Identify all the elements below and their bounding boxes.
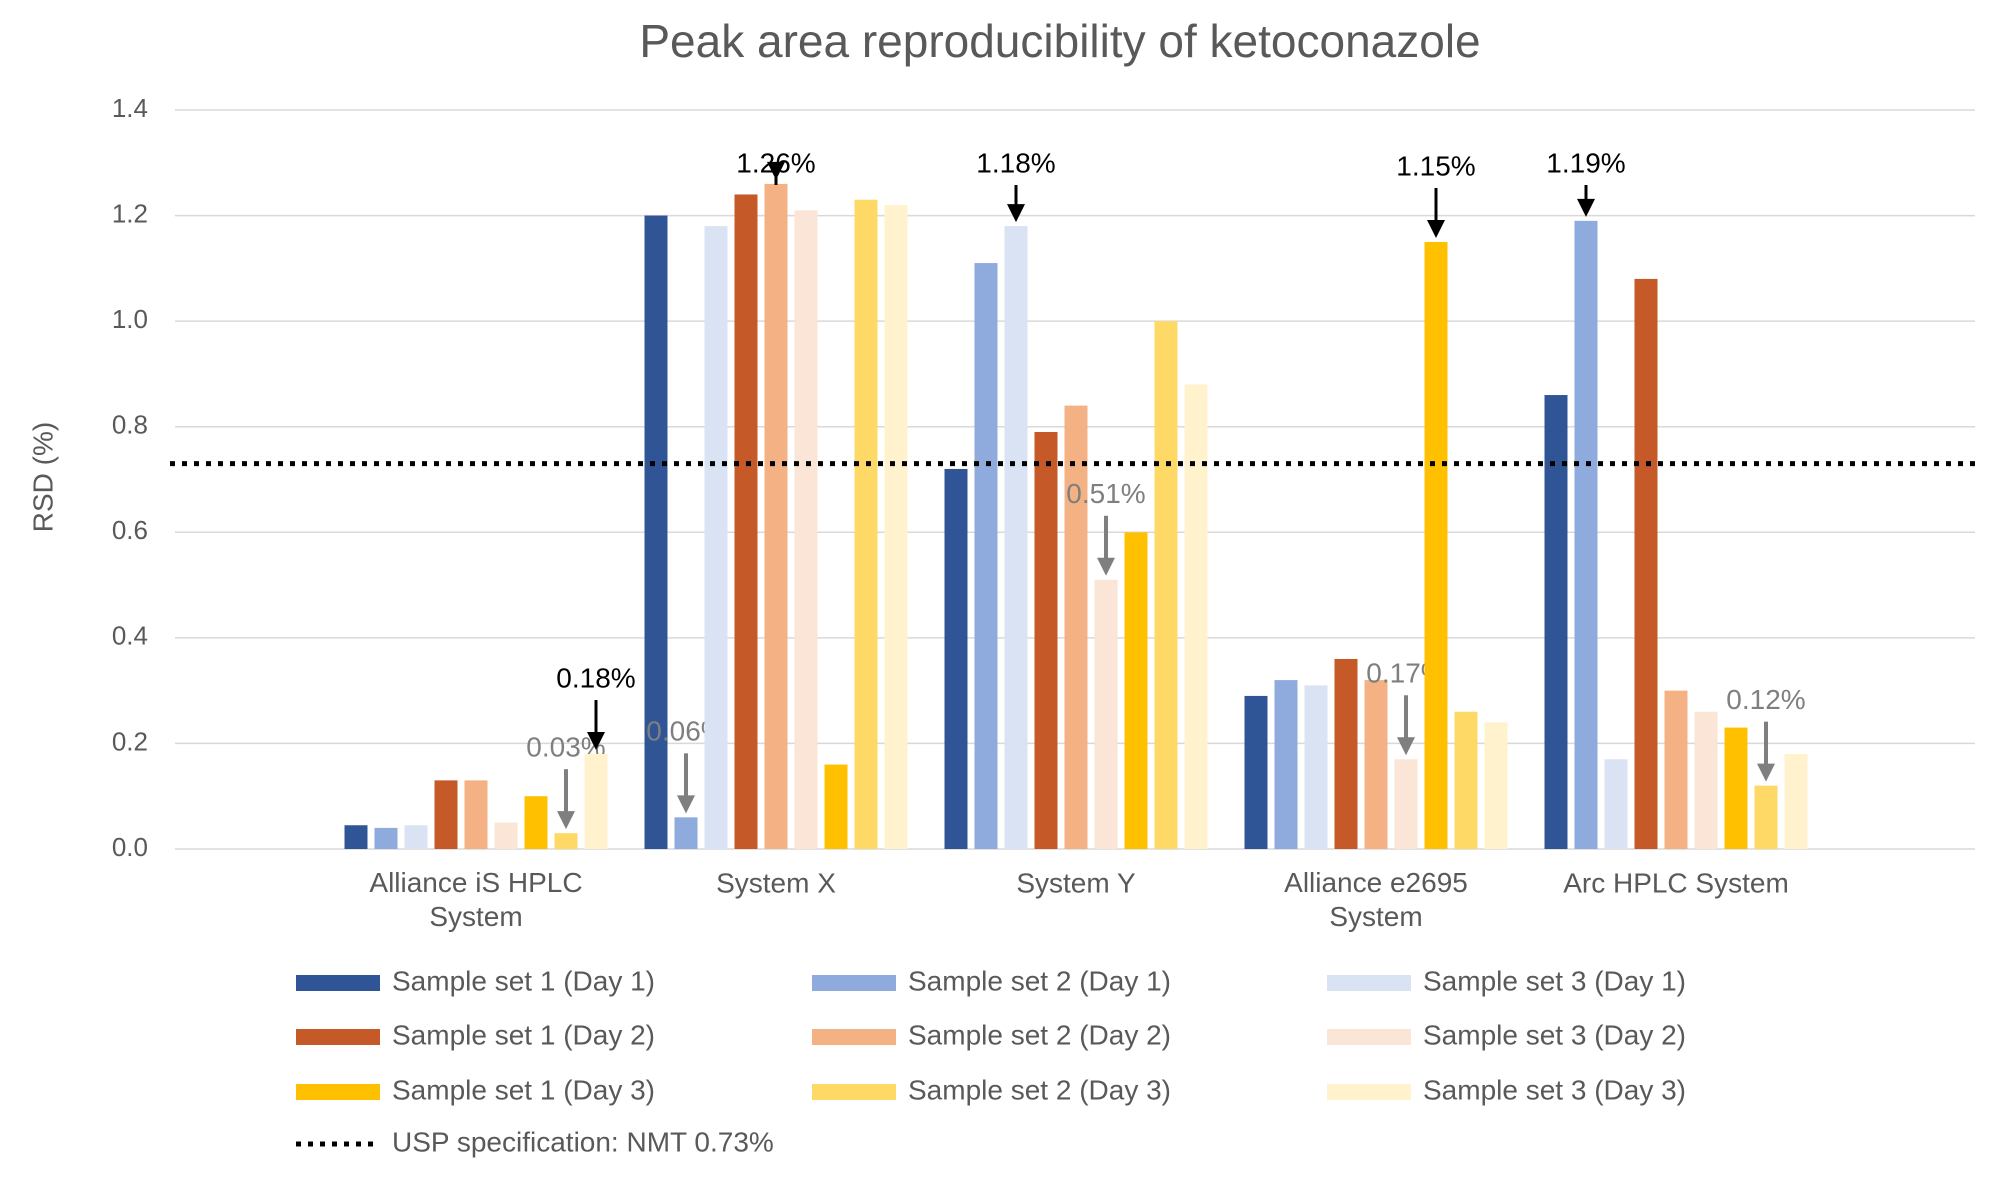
y-tick-label: 0.4 [112,621,148,651]
bar [1694,711,1718,849]
legend-swatch [812,1029,896,1045]
annotation-arrow-head [1577,198,1595,217]
bar [674,817,698,849]
data-label: 1.15% [1396,150,1475,181]
bar [404,825,428,849]
legend-label: Sample set 3 (Day 3) [1423,1074,1686,1105]
bar [1664,690,1688,849]
annotation-arrow-head [1397,737,1415,756]
legend-label: Sample set 3 (Day 2) [1423,1019,1686,1050]
bar [854,199,878,849]
legend-label: Sample set 2 (Day 1) [908,965,1171,996]
bar [1364,680,1388,849]
y-tick-label: 1.0 [112,304,148,334]
bar [374,827,398,849]
bar [1184,384,1208,849]
annotation-arrow-head [1097,557,1115,576]
bar [1544,395,1568,849]
x-tick-label: Alliance iS HPLC System [369,867,582,932]
chart-title: Peak area reproducibility of ketoconazol… [639,15,1480,67]
y-tick-label: 0.2 [112,726,148,756]
annotation-arrow-head [677,795,695,814]
bar [1034,431,1058,849]
bar [434,780,458,849]
annotation-arrow-head [1427,219,1445,238]
bar [1274,680,1298,849]
bar [1574,220,1598,850]
bar [1724,727,1748,849]
legend-label: Sample set 1 (Day 2) [392,1019,655,1050]
legend-swatch [812,1084,896,1100]
annotation-arrow-head [1757,763,1775,782]
y-tick-label: 1.4 [112,93,148,123]
bar [554,833,578,849]
annotation-arrow-head [587,731,605,750]
bar [1004,226,1028,850]
bar [1784,753,1808,849]
annotation-arrow-head [1007,204,1025,223]
bar [1484,722,1508,849]
bar [464,780,488,849]
x-tick-label: Arc HPLC System [1563,867,1789,898]
legend-swatch [1327,1029,1411,1045]
bar [1754,785,1778,849]
data-label: 0.51% [1066,478,1145,509]
bar [1304,685,1328,849]
legend-label: Sample set 1 (Day 1) [392,965,655,996]
bar [1124,532,1148,849]
bar [494,822,518,849]
legend-swatch [296,975,380,991]
annotation-arrow-head [557,811,575,830]
bar [1244,695,1268,849]
legend-swatch [812,975,896,991]
bar [644,215,668,850]
bar [1604,759,1628,849]
bar [704,226,728,850]
legend-label: USP specification: NMT 0.73% [392,1126,774,1157]
x-tick-label: System Y [1016,867,1136,898]
bar [974,263,998,849]
legend-swatch [296,1029,380,1045]
bar [1394,759,1418,849]
bar [824,764,848,849]
y-tick-label: 1.2 [112,198,148,228]
bar [1634,278,1658,849]
bar [944,468,968,849]
data-label: 0.18% [556,662,635,693]
x-tick-label: Alliance e2695 System [1284,867,1468,932]
y-tick-label: 0.6 [112,515,148,545]
bar [1154,321,1178,850]
bar [1064,405,1088,849]
legend-label: Sample set 1 (Day 3) [392,1074,655,1105]
bar [884,205,908,849]
data-label: 1.18% [976,147,1055,178]
bar [1334,658,1358,849]
bar [734,194,758,849]
legend-label: Sample set 3 (Day 1) [1423,965,1686,996]
y-tick-label: 0.0 [112,832,148,862]
legend-swatch [1327,975,1411,991]
bar [584,753,608,849]
legend-label: Sample set 2 (Day 2) [908,1019,1171,1050]
bar [764,183,788,849]
bar [794,210,818,850]
y-tick-label: 0.8 [112,410,148,440]
legend-swatch [296,1084,380,1100]
bar [524,796,548,849]
y-axis-title: RSD (%) [27,422,58,532]
bar [344,825,368,849]
legend-swatch [1327,1084,1411,1100]
legend-label: Sample set 2 (Day 3) [908,1074,1171,1105]
bar [1094,579,1118,849]
data-label: 0.12% [1726,684,1805,715]
bar [1454,711,1478,849]
x-tick-label: System X [716,867,836,898]
annotation-arrow-head [767,161,785,180]
data-label: 1.19% [1546,147,1625,178]
bar [1424,241,1448,849]
